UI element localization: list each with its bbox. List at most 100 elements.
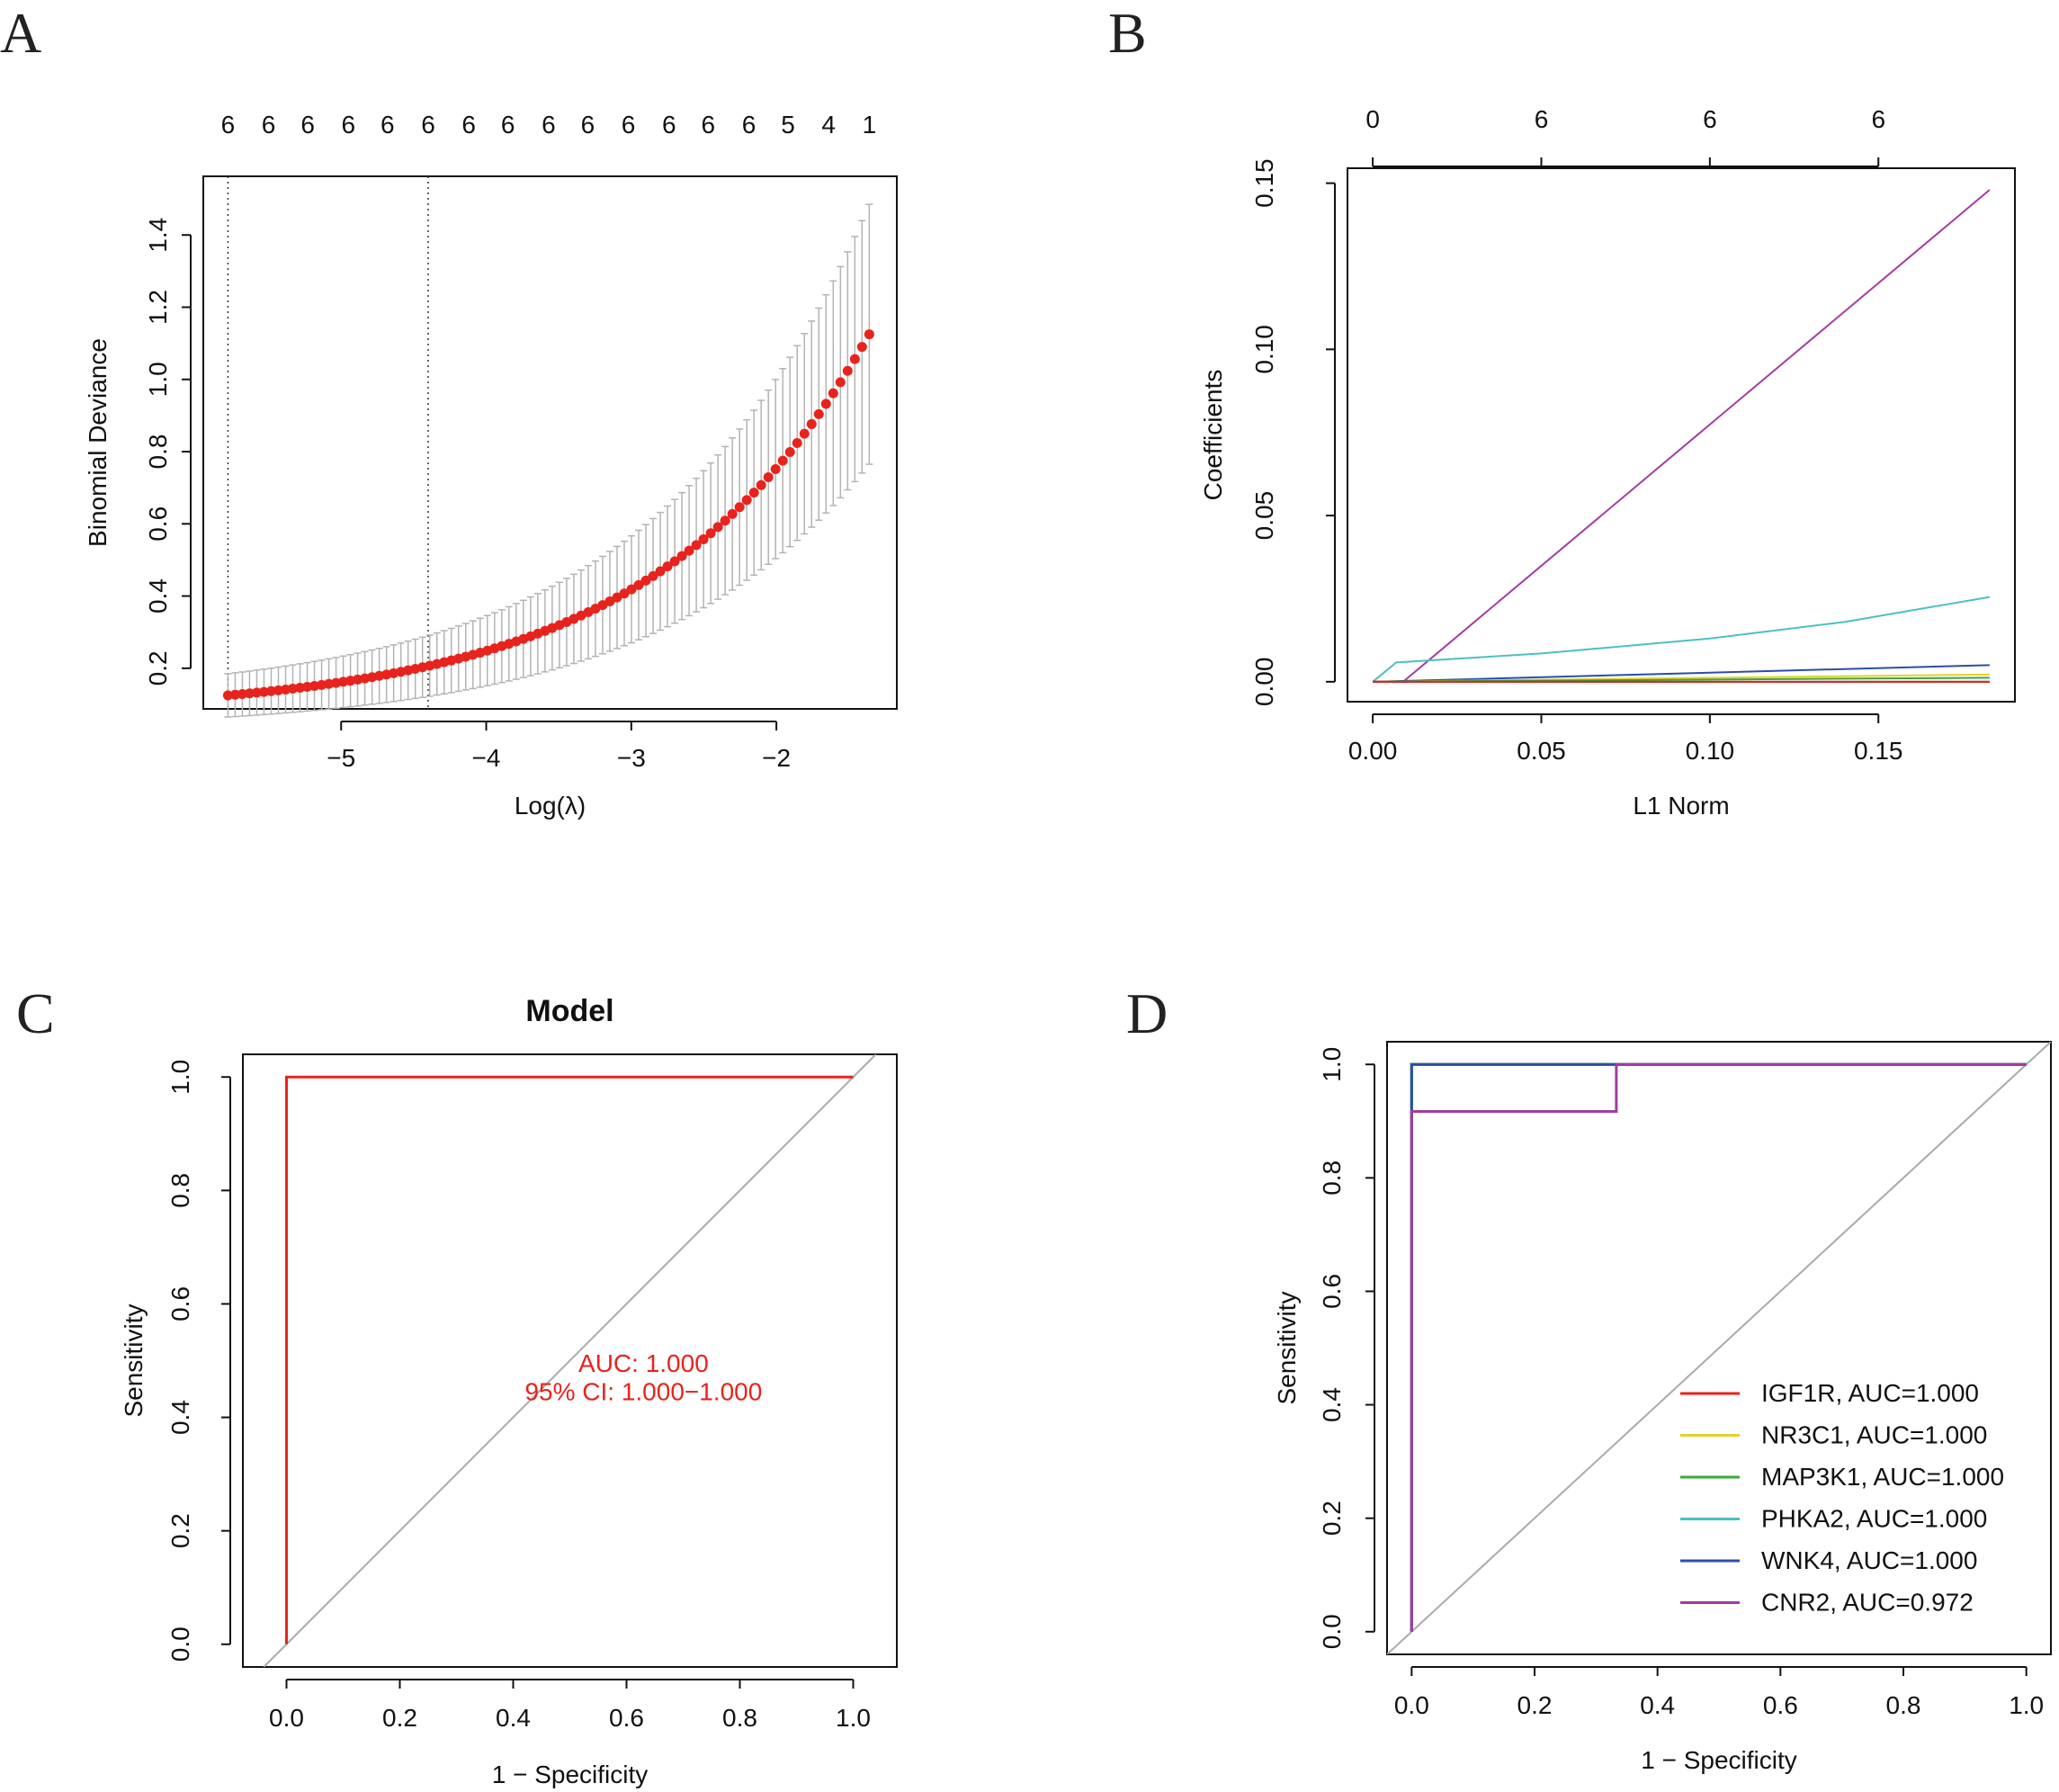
x-tick-label: 0.15 — [1854, 737, 1903, 765]
cv-point — [676, 551, 687, 561]
cv-point — [251, 687, 262, 698]
coef-path-blue — [1373, 664, 1990, 683]
cv-point — [698, 533, 709, 544]
x-axis-label: L1 Norm — [1633, 792, 1729, 820]
y-tick-label: 0.05 — [1250, 491, 1278, 541]
cv-point — [792, 437, 802, 448]
cv-point — [799, 428, 810, 439]
top-axis-label: 6 — [662, 111, 676, 139]
y-axis-label: Sensitivity — [1273, 1291, 1301, 1404]
auc-annotation: 95% CI: 1.000−1.000 — [524, 1378, 762, 1406]
top-axis-label: 6 — [1703, 105, 1717, 133]
y-tick-label: 0.6 — [166, 1286, 194, 1322]
y-tick-label: 0.6 — [1318, 1274, 1346, 1309]
cv-point — [756, 479, 766, 490]
y-tick-label: 0.0 — [1318, 1614, 1346, 1649]
x-tick-label: 0.0 — [269, 1704, 304, 1732]
y-tick-label: 1.4 — [144, 218, 172, 253]
y-tick-label: 1.0 — [1318, 1047, 1346, 1082]
y-tick-label: 0.4 — [166, 1400, 194, 1435]
cv-point — [813, 408, 824, 419]
cv-point — [237, 688, 247, 699]
y-tick-label: 1.0 — [144, 362, 172, 397]
top-axis-label: 1 — [863, 111, 877, 139]
x-axis-label: 1 − Specificity — [1641, 1746, 1797, 1774]
x-tick-label: −5 — [327, 744, 355, 772]
legend-label-wnk4: WNK4, AUC=1.000 — [1761, 1546, 1977, 1574]
legend-label-cnr2: CNR2, AUC=0.972 — [1761, 1589, 1974, 1617]
legend: IGF1R, AUC=1.000 NR3C1, AUC=1.000 MAP3K1, … — [1680, 1379, 2004, 1617]
cv-point — [626, 584, 637, 595]
top-axis-label: 6 — [742, 111, 756, 139]
legend-label-map3k1: MAP3K1, AUC=1.000 — [1761, 1463, 2004, 1491]
plot-frame-B — [1347, 167, 2016, 703]
roc-curve-cnr2 — [1410, 1062, 2027, 1632]
y-tick-label: 0.6 — [144, 506, 172, 542]
plot-frame-D — [1386, 1041, 2052, 1655]
cv-point — [309, 680, 320, 691]
y-tick-label: 0.8 — [166, 1173, 194, 1208]
top-axis-label: 6 — [262, 111, 276, 139]
cv-point — [712, 522, 723, 533]
cv-point — [864, 329, 874, 340]
reference-diagonal — [263, 1054, 877, 1667]
cv-point — [633, 579, 644, 590]
chart-title: Model — [525, 994, 613, 1028]
x-tick-label: 0.0 — [1394, 1691, 1429, 1719]
y-tick-label: 1.0 — [166, 1060, 194, 1095]
cv-point — [705, 528, 716, 539]
plot-frame-A — [202, 175, 898, 710]
top-axis-label: 6 — [501, 111, 515, 139]
coef-path-cyan — [1372, 596, 1991, 683]
top-axis-label: 5 — [781, 111, 795, 139]
x-tick-label: 1.0 — [2009, 1691, 2044, 1719]
x-tick-label: 0.4 — [496, 1704, 531, 1732]
top-axis-label: 6 — [1871, 105, 1885, 133]
x-tick-label: 0.2 — [1517, 1691, 1553, 1719]
reference-diagonal — [1387, 1042, 2051, 1654]
cv-point — [619, 588, 630, 599]
top-axis-label: 6 — [622, 111, 636, 139]
x-tick-label: 0.4 — [1640, 1691, 1675, 1719]
cv-point — [734, 502, 745, 513]
y-tick-label: 0.0 — [166, 1626, 194, 1662]
cv-point — [842, 365, 853, 376]
y-tick-label: 0.10 — [1250, 325, 1278, 374]
cv-point — [820, 399, 831, 409]
cv-point — [281, 684, 291, 694]
cv-point — [691, 540, 702, 551]
cv-point — [229, 689, 240, 700]
cv-point — [828, 388, 838, 399]
y-tick-label: 0.2 — [1318, 1501, 1346, 1536]
y-tick-label: 0.2 — [144, 650, 172, 685]
legend-label-phka2: PHKA2, AUC=1.000 — [1761, 1505, 1987, 1533]
cv-point — [720, 515, 730, 526]
cv-point — [849, 354, 860, 364]
x-tick-label: 0.00 — [1348, 737, 1398, 765]
top-axis-label: 6 — [300, 111, 315, 139]
cv-point — [295, 683, 306, 694]
cv-point — [784, 446, 795, 457]
cv-point — [856, 342, 867, 353]
cv-point — [684, 545, 694, 556]
top-axis-label: 6 — [1535, 105, 1549, 133]
x-tick-label: −3 — [617, 744, 646, 772]
cv-point — [748, 488, 759, 498]
x-tick-label: 0.2 — [382, 1704, 417, 1732]
cv-point — [835, 377, 846, 388]
x-tick-label: 1.0 — [836, 1704, 871, 1732]
y-tick-label: 1.2 — [144, 290, 172, 325]
x-tick-label: −2 — [762, 744, 791, 772]
cv-point — [640, 575, 651, 586]
cv-point — [612, 592, 622, 603]
y-axis-label: Sensitivity — [120, 1304, 148, 1417]
y-tick-label: 0.8 — [1318, 1160, 1346, 1196]
x-axis-label: 1 − Specificity — [492, 1761, 649, 1788]
plot-frame-C — [242, 1053, 898, 1668]
y-tick-label: 0.15 — [1250, 158, 1278, 208]
y-tick-label: 0.00 — [1250, 658, 1278, 707]
cv-point — [258, 686, 269, 697]
x-tick-label: 0.8 — [722, 1704, 757, 1732]
top-axis-label: 6 — [581, 111, 595, 139]
